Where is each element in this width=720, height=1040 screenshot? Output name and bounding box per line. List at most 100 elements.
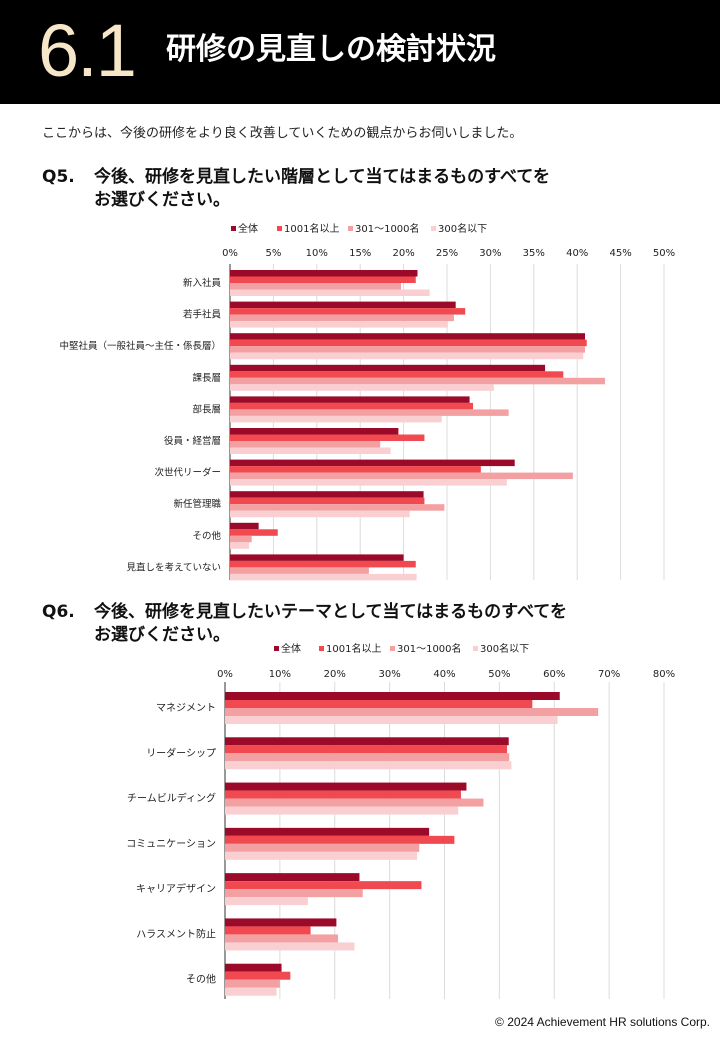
bar-1-series-0: [230, 301, 456, 309]
x-tick-label-7: 35%: [523, 248, 545, 259]
bar-3-series-0: [230, 364, 546, 372]
bar-7-series-3: [230, 510, 410, 518]
bar-6-series-2: [225, 979, 280, 988]
bar-0-series-2: [225, 708, 599, 716]
category-label-3: 課長層: [192, 372, 221, 384]
category-label-7: 新任管理職: [173, 498, 221, 510]
bar-5-series-1: [225, 926, 311, 935]
q5-chart: 全体 1001名以上 301～1000名 300名以下 0% 5% 10% 15% 20% 25%…: [59, 222, 675, 581]
bar-2-series-2: [225, 798, 484, 807]
bar-6-series-1: [225, 971, 291, 980]
bar-3-series-2: [230, 377, 605, 385]
legend-label-1: 1001名以上: [284, 222, 339, 235]
bar-9-series-0: [230, 554, 404, 561]
category-label-5: ハラスメント防止: [136, 927, 216, 940]
bar-0-series-1: [230, 276, 416, 283]
legend-label-3: 300名以下: [480, 642, 529, 655]
bar-2-series-2: [230, 346, 586, 353]
x-tick-label-5: 25%: [436, 248, 458, 259]
bar-0-series-1: [225, 700, 533, 708]
category-label-3: コミュニケーション: [126, 838, 216, 850]
category-label-1: リーダーシップ: [146, 746, 216, 759]
legend-label-0: 全体: [238, 222, 258, 235]
category-label-4: キャリアデザイン: [136, 882, 216, 895]
category-label-0: マネジメント: [156, 702, 216, 714]
x-tick-label-1: 5%: [265, 248, 281, 259]
q5-question-line1: 今後、研修を見直したい階層として当てはまるものすべてを: [94, 167, 550, 187]
legend-label-2: 301～1000名: [397, 642, 462, 655]
bar-7-series-2: [230, 504, 445, 511]
bar-3-series-3: [225, 851, 418, 860]
bar-3-series-2: [225, 843, 420, 852]
q5-label: Q5.: [42, 167, 75, 187]
x-tick-label-5: 50%: [488, 669, 510, 680]
category-label-8: その他: [192, 530, 221, 542]
bar-2-series-0: [230, 333, 586, 340]
x-tick-label-8: 40%: [566, 248, 588, 259]
x-tick-label-6: 60%: [543, 669, 565, 680]
x-tick-label-4: 20%: [392, 248, 414, 259]
page-title: 研修の見直しの検討状況: [166, 32, 496, 67]
x-tick-label-4: 40%: [433, 669, 455, 680]
bar-0-series-2: [230, 283, 401, 290]
bar-0-series-0: [230, 270, 418, 277]
category-label-6: その他: [186, 973, 216, 986]
x-tick-label-3: 30%: [379, 669, 401, 680]
bar-7-series-0: [230, 491, 424, 498]
category-label-5: 役員・経営層: [164, 435, 221, 447]
q6-chart: 全体 1001名以上 301～1000名 300名以下 0% 10% 20% 30% 40% 50…: [126, 642, 675, 999]
bar-4-series-0: [230, 396, 470, 403]
bar-8-series-3: [230, 542, 250, 549]
x-tick-label-6: 30%: [479, 248, 501, 259]
bar-7-series-1: [230, 497, 425, 505]
bar-2-series-1: [225, 790, 461, 799]
bar-2-series-0: [225, 782, 467, 791]
bar-0-series-3: [230, 289, 430, 296]
category-label-2: 中堅社員（一般社員～主任・係長層）: [59, 340, 221, 352]
bar-0-series-3: [225, 716, 558, 724]
category-label-2: チームビルディング: [127, 792, 216, 805]
x-tick-label-3: 15%: [349, 248, 371, 259]
bar-4-series-2: [230, 409, 509, 416]
x-tick-label-7: 70%: [598, 669, 620, 680]
bar-5-series-1: [230, 434, 425, 441]
x-tick-label-2: 20%: [324, 669, 346, 680]
x-tick-label-2: 10%: [306, 248, 328, 259]
bar-1-series-2: [230, 314, 454, 322]
bar-3-series-1: [225, 835, 455, 844]
bar-0-series-0: [225, 692, 560, 700]
legend-swatch-2: [390, 646, 395, 651]
legend-swatch-3: [431, 226, 436, 231]
bar-1-series-0: [225, 737, 509, 746]
bar-5-series-3: [230, 447, 391, 454]
bar-3-series-0: [225, 827, 430, 836]
header-bar: 6.1 研修の見直しの検討状況: [0, 0, 720, 104]
bar-1-series-2: [225, 753, 510, 762]
x-tick-label-9: 45%: [609, 248, 631, 259]
bar-3-series-1: [230, 371, 564, 378]
legend-label-3: 300名以下: [438, 222, 487, 235]
bar-9-series-2: [230, 567, 369, 574]
bar-5-series-2: [230, 441, 381, 448]
bar-2-series-3: [230, 352, 584, 360]
q6-question-line1: 今後、研修を見直したいテーマとして当てはまるものすべてを: [94, 602, 567, 622]
category-label-9: 見直しを考えていない: [126, 561, 221, 573]
legend-label-0: 全体: [281, 642, 301, 655]
bar-2-series-3: [225, 806, 459, 815]
x-tick-label-10: 50%: [653, 248, 675, 259]
intro-text: ここからは、今後の研修をより良く改善していくための観点からお伺いしました。: [42, 126, 523, 141]
legend-swatch-0: [231, 226, 236, 231]
bar-4-series-1: [230, 402, 474, 410]
bar-1-series-3: [225, 761, 512, 770]
x-tick-label-0: 0%: [217, 669, 233, 680]
bar-3-series-3: [230, 384, 494, 391]
bar-4-series-1: [225, 881, 422, 890]
category-label-6: 次世代リーダー: [154, 467, 221, 479]
category-label-4: 部長層: [192, 403, 221, 415]
legend-swatch-1: [319, 646, 324, 651]
section-number: 6.1: [38, 9, 137, 92]
bar-6-series-3: [225, 987, 277, 996]
bar-2-series-1: [230, 339, 587, 347]
bar-8-series-0: [230, 522, 259, 530]
bar-5-series-2: [225, 934, 339, 943]
